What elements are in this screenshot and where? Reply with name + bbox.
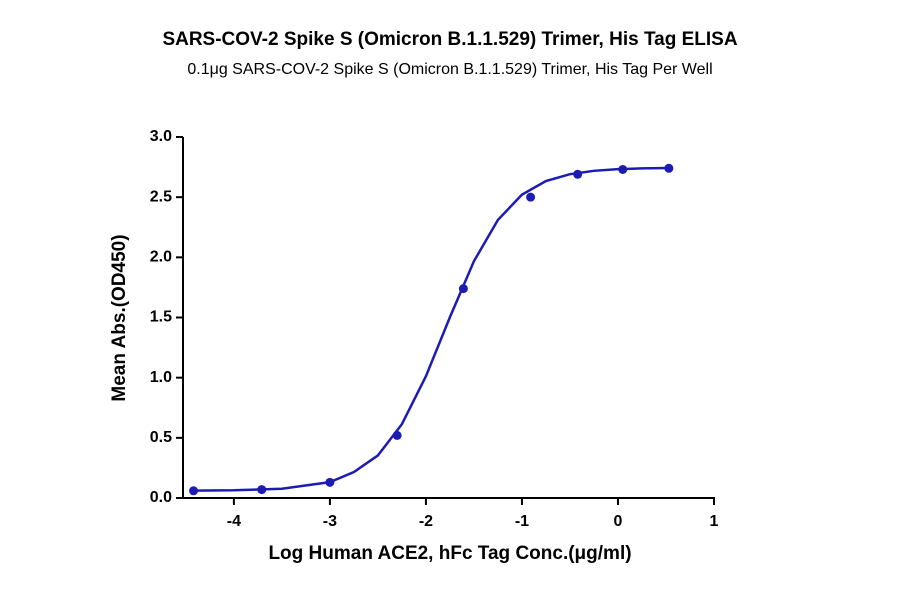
y-tick-label: 1.5	[150, 309, 172, 326]
x-tick-label: 0	[614, 513, 623, 530]
chart-subtitle: 0.1μg SARS-COV-2 Spike S (Omicron B.1.1.…	[187, 61, 712, 78]
x-axis-label: Log Human ACE2, hFc Tag Conc.(μg/ml)	[268, 543, 631, 564]
x-tick-label: 1	[710, 513, 719, 530]
y-tick-label: 1.0	[150, 369, 172, 386]
data-point	[526, 192, 536, 202]
y-tick-label: 0.5	[150, 429, 172, 446]
y-tick-label: 2.5	[150, 188, 172, 205]
y-tick-label: 0.0	[150, 489, 172, 506]
x-tick-label: -2	[419, 513, 433, 530]
x-tick-label: -3	[323, 513, 337, 530]
fit-curve	[193, 166, 669, 492]
y-tick-label: 2.0	[150, 249, 172, 266]
x-tick-label: -1	[515, 513, 529, 530]
x-tick-label: -4	[227, 513, 241, 530]
y-tick-label: 3.0	[150, 128, 172, 145]
chart-title: SARS-COV-2 Spike S (Omicron B.1.1.529) T…	[162, 29, 737, 50]
y-axis-label: Mean Abs.(OD450)	[109, 234, 130, 401]
